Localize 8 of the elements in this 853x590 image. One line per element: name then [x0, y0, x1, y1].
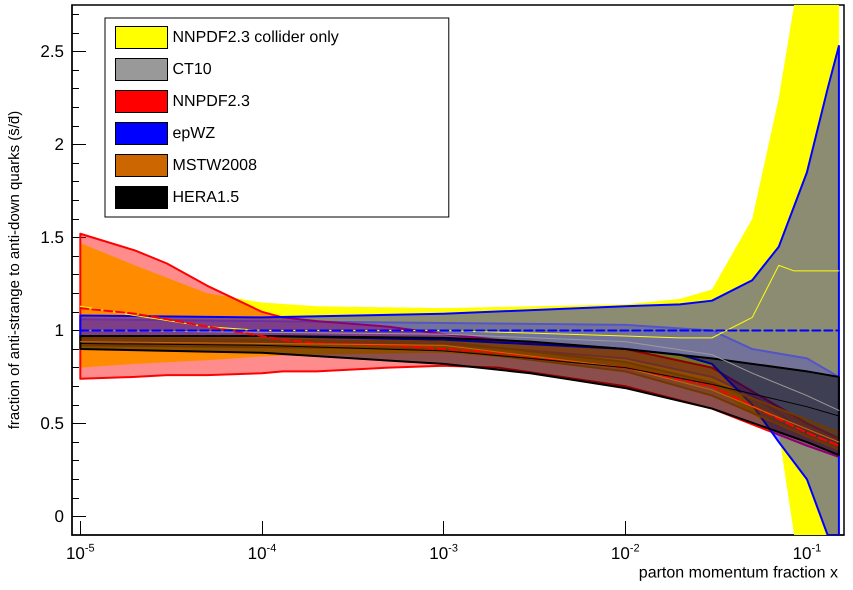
- y-tick-label: 1.5: [40, 228, 64, 247]
- y-axis-title: fraction of anti-strange to anti-down quarks (s̄/d̄): [6, 110, 23, 430]
- y-tick-label: 2.5: [40, 42, 64, 61]
- y-tick-label: 0: [54, 506, 64, 526]
- y-tick-label: 0.5: [40, 414, 64, 433]
- y-tick-label: 2: [54, 134, 64, 154]
- y-tick-label: 1: [54, 320, 64, 340]
- x-axis-title: parton momentum fraction x: [638, 564, 838, 582]
